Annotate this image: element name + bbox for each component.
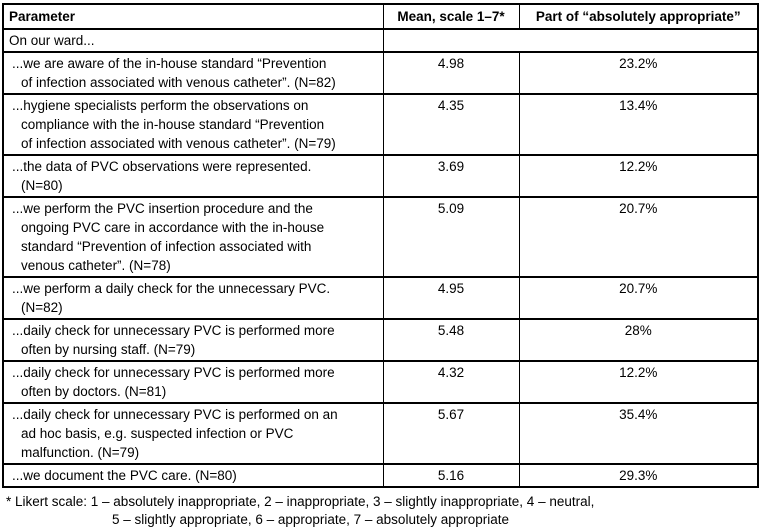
parameter-text: ...we document the PVC care. (N=80) [12, 468, 237, 483]
footnote-line-2: 5 – slightly appropriate, 6 – appropriat… [112, 512, 510, 527]
table-row: ...the data of PVC observations were rep… [2, 154, 759, 198]
mean-value: 5.67 [382, 402, 520, 465]
mean-value: 4.95 [382, 276, 520, 320]
footnote-line-1: * Likert scale: 1 – absolutely inappropr… [6, 494, 595, 509]
mean-value: 4.98 [382, 51, 520, 95]
part-value: 23.2% [518, 51, 759, 95]
part-value: 20.7% [518, 196, 759, 278]
group-row: On our ward... [2, 28, 759, 53]
table-row: ...we are aware of the in-house standard… [2, 51, 759, 95]
mean-value: 3.69 [382, 154, 520, 198]
parameter-text: ...we perform the PVC insertion procedur… [12, 201, 325, 273]
mean-value: 5.16 [382, 463, 520, 488]
parameter-text: ...we are aware of the in-house standard… [12, 56, 336, 90]
survey-results-table: Parameter Mean, scale 1–7* Part of “abso… [2, 3, 759, 488]
parameter-text: ...daily check for unnecessary PVC is pe… [12, 407, 338, 460]
part-value: 35.4% [518, 402, 759, 465]
table-row: ...we perform the PVC insertion procedur… [2, 196, 759, 278]
parameter-text: ...hygiene specialists perform the obser… [12, 98, 336, 151]
group-row-label: On our ward... [2, 28, 384, 53]
col-header-mean: Mean, scale 1–7* [382, 3, 520, 30]
parameter-text: ...daily check for unnecessary PVC is pe… [12, 365, 335, 399]
mean-value: 5.48 [382, 318, 520, 362]
mean-value: 4.32 [382, 360, 520, 404]
part-value: 13.4% [518, 93, 759, 156]
table-row: ...daily check for unnecessary PVC is pe… [2, 402, 759, 465]
col-header-parameter: Parameter [2, 3, 384, 30]
col-header-part: Part of “absolutely appropriate” [518, 3, 759, 30]
table-row: ...daily check for unnecessary PVC is pe… [2, 318, 759, 362]
group-row-empty-cell [382, 28, 759, 53]
parameter-text: ...we perform a daily check for the unne… [12, 281, 331, 315]
table-row: ...we document the PVC care. (N=80) 5.16… [2, 463, 759, 488]
table-row: ...we perform a daily check for the unne… [2, 276, 759, 320]
part-value: 12.2% [518, 154, 759, 198]
header-row: Parameter Mean, scale 1–7* Part of “abso… [2, 3, 759, 30]
mean-value: 4.35 [382, 93, 520, 156]
part-value: 20.7% [518, 276, 759, 320]
footnote: * Likert scale: 1 – absolutely inappropr… [2, 493, 757, 529]
part-value: 12.2% [518, 360, 759, 404]
table-row: ...daily check for unnecessary PVC is pe… [2, 360, 759, 404]
part-value: 28% [518, 318, 759, 362]
parameter-text: ...daily check for unnecessary PVC is pe… [12, 323, 335, 357]
part-value: 29.3% [518, 463, 759, 488]
parameter-text: ...the data of PVC observations were rep… [12, 159, 312, 193]
mean-value: 5.09 [382, 196, 520, 278]
table-row: ...hygiene specialists perform the obser… [2, 93, 759, 156]
